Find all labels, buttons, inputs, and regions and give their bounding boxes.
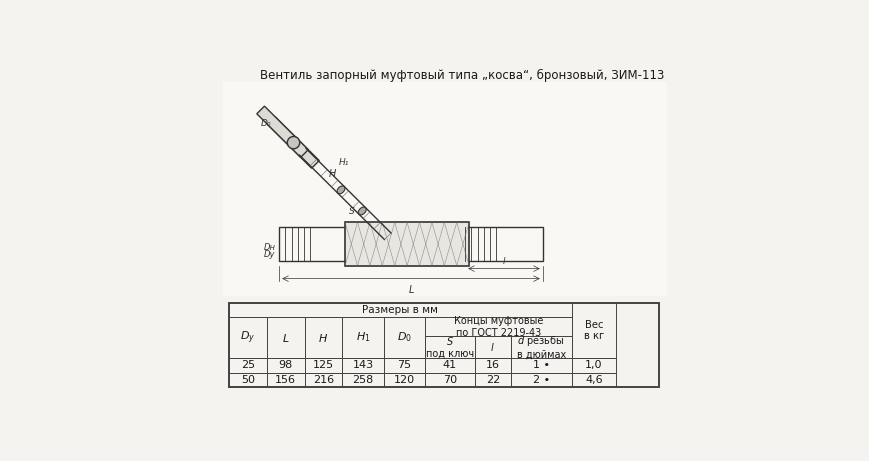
Bar — [342, 372, 383, 387]
Bar — [474, 358, 510, 372]
Bar — [345, 222, 468, 266]
Bar — [571, 303, 615, 358]
Bar — [267, 372, 304, 387]
Bar — [383, 317, 425, 358]
Bar — [229, 303, 571, 317]
Bar — [342, 317, 383, 358]
Text: 98: 98 — [278, 360, 293, 370]
Text: $D_0$: $D_0$ — [396, 331, 411, 344]
Text: Размеры в мм: Размеры в мм — [362, 305, 438, 315]
Text: H₁: H₁ — [338, 158, 348, 166]
Text: Вес
в кг: Вес в кг — [583, 320, 603, 342]
Ellipse shape — [358, 207, 366, 215]
Text: 1,0: 1,0 — [585, 360, 602, 370]
Bar — [425, 358, 474, 372]
Bar — [425, 317, 571, 337]
Bar — [474, 337, 510, 358]
Text: $D_y$: $D_y$ — [240, 329, 255, 346]
Text: $L$: $L$ — [282, 331, 289, 343]
Text: 22: 22 — [485, 375, 500, 385]
Text: 41: 41 — [442, 360, 456, 370]
Text: 75: 75 — [397, 360, 411, 370]
Text: 2 •: 2 • — [532, 375, 549, 385]
Bar — [223, 82, 666, 296]
Text: 1 •: 1 • — [532, 360, 549, 370]
Bar — [342, 358, 383, 372]
Text: 156: 156 — [275, 375, 295, 385]
Text: 120: 120 — [394, 375, 415, 385]
Text: S: S — [348, 207, 355, 216]
Text: D₀: D₀ — [261, 119, 271, 128]
Text: 143: 143 — [352, 360, 373, 370]
Bar — [571, 372, 615, 387]
Bar — [465, 227, 542, 261]
Bar — [510, 337, 571, 358]
Text: $H_1$: $H_1$ — [355, 331, 370, 344]
Text: $l$: $l$ — [490, 341, 494, 353]
Text: Вентиль запорный муфтовый типа „косва“, бронзовый, ЗИМ-113: Вентиль запорный муфтовый типа „косва“, … — [260, 69, 664, 82]
Bar — [304, 372, 342, 387]
Bar — [267, 358, 304, 372]
Bar — [425, 372, 474, 387]
Text: 125: 125 — [313, 360, 334, 370]
Text: 50: 50 — [241, 375, 255, 385]
Polygon shape — [268, 117, 319, 168]
Bar — [510, 372, 571, 387]
Text: $H$: $H$ — [318, 331, 328, 343]
Bar — [229, 372, 267, 387]
Bar — [304, 358, 342, 372]
Text: 25: 25 — [241, 360, 255, 370]
Text: L: L — [408, 285, 414, 295]
Bar — [304, 317, 342, 358]
Text: 216: 216 — [313, 375, 334, 385]
Bar — [267, 317, 304, 358]
Text: l: l — [502, 257, 505, 266]
Ellipse shape — [336, 186, 345, 194]
Bar — [229, 358, 267, 372]
Bar — [279, 227, 348, 261]
Text: 16: 16 — [485, 360, 499, 370]
Text: 4,6: 4,6 — [584, 375, 602, 385]
Bar — [229, 303, 658, 387]
Text: Концы муфтовые
по ГОСТ 2219-43: Концы муфтовые по ГОСТ 2219-43 — [453, 316, 542, 337]
Text: 258: 258 — [352, 375, 374, 385]
Text: Dy: Dy — [263, 250, 275, 259]
Bar — [510, 358, 571, 372]
Text: $d$ резьбы
в дюймах: $d$ резьбы в дюймах — [516, 334, 565, 360]
Text: $S$
под ключ: $S$ под ключ — [426, 335, 474, 359]
Bar — [571, 358, 615, 372]
Text: H: H — [328, 169, 335, 179]
Bar — [229, 317, 267, 358]
Circle shape — [287, 136, 299, 149]
Text: 70: 70 — [442, 375, 456, 385]
Polygon shape — [256, 106, 308, 157]
Bar — [383, 358, 425, 372]
Bar — [474, 372, 510, 387]
Bar — [383, 372, 425, 387]
Bar — [425, 337, 474, 358]
Text: Dн: Dн — [263, 243, 275, 252]
